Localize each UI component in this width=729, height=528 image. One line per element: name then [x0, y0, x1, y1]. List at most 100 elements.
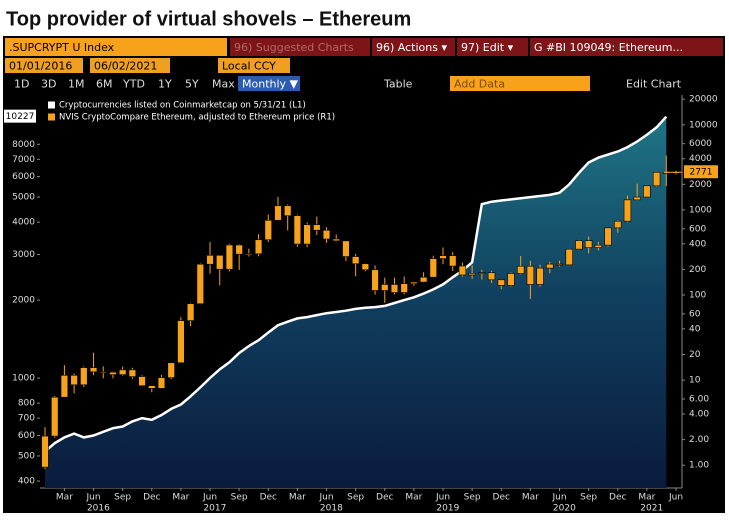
period-button[interactable]: YTD — [122, 78, 145, 91]
start-date[interactable]: 01/01/2016 — [9, 60, 72, 73]
end-date-bg[interactable] — [90, 58, 170, 73]
candle-body — [555, 263, 564, 266]
period-button[interactable]: 3D — [41, 78, 56, 91]
candle-body — [99, 371, 107, 374]
x-tick-label: Mar — [522, 493, 539, 503]
y-tick-label: 400 — [18, 477, 35, 487]
x-tick-label: Dec — [609, 493, 626, 503]
y-tick-label: 3000 — [12, 250, 35, 260]
candle-body — [177, 320, 185, 364]
period-button[interactable]: 5Y — [185, 78, 199, 91]
candle-body — [604, 227, 612, 246]
menu-button-bg[interactable] — [230, 38, 370, 56]
candle-body — [390, 284, 399, 293]
currency[interactable]: Local CCY — [222, 60, 276, 73]
x-tick-label: Mar — [638, 493, 655, 503]
legend-label: Cryptocurrencies listed on Coinmarketcap… — [59, 101, 306, 111]
frequency[interactable]: Monthly ▼ — [242, 78, 299, 91]
y2-tick-label: 400 — [689, 239, 706, 249]
candle-body — [80, 367, 88, 386]
candle-body — [623, 199, 632, 222]
x-tick-label: Sep — [114, 493, 131, 503]
y2-tick-label: 6000 — [689, 139, 712, 149]
candle-body — [342, 240, 350, 257]
x-tick-label: Dec — [376, 493, 393, 503]
period-button[interactable]: 6M — [96, 78, 113, 91]
period-button[interactable]: 1Y — [158, 78, 172, 91]
menu-button[interactable]: G #BI 109049: Ethereum... — [534, 41, 683, 54]
last-value-box — [4, 109, 36, 123]
currency-bg[interactable] — [218, 58, 290, 73]
candle-body — [89, 367, 98, 373]
candle-body — [138, 376, 146, 386]
x-tick-label: Dec — [143, 493, 160, 503]
candle-body — [118, 369, 127, 375]
year-label: 2018 — [320, 504, 343, 514]
edit-chart[interactable]: Edit Chart — [626, 78, 682, 91]
candle-body — [254, 239, 263, 255]
candle-body — [565, 248, 573, 266]
candle-body — [546, 263, 554, 269]
legend-box — [44, 98, 374, 124]
start-date-bg[interactable] — [5, 58, 83, 73]
candle-body — [458, 265, 467, 276]
security-field-bg[interactable] — [5, 38, 227, 56]
x-tick-label: Sep — [231, 493, 248, 503]
y2-tick-label: 4000 — [689, 154, 712, 164]
menu-button[interactable]: 96) Actions ▾ — [376, 41, 447, 54]
menu-button[interactable]: 96) Suggested Charts — [234, 41, 354, 54]
add-data-bg[interactable] — [450, 76, 590, 91]
y-tick-label: 2000 — [12, 296, 35, 306]
candle-body — [516, 265, 525, 274]
add-data[interactable]: Add Data — [454, 78, 505, 91]
candle-body — [439, 255, 447, 259]
x-tick-label: Jun — [86, 493, 101, 503]
x-tick-label: Mar — [289, 493, 306, 503]
security-field[interactable]: .SUPCRYPT U Index — [9, 41, 115, 54]
candle-body — [497, 279, 505, 286]
y-tick-label: 4000 — [12, 218, 35, 228]
table-button[interactable]: Table — [383, 78, 413, 91]
candle-body — [206, 254, 214, 265]
menu-button-bg[interactable] — [372, 38, 455, 56]
frequency-bg[interactable] — [238, 76, 300, 91]
menu-button-bg[interactable] — [530, 38, 723, 56]
end-date[interactable]: 06/02/2021 — [94, 60, 157, 73]
last-price-label: 2771 — [690, 168, 713, 178]
menu-button-bg[interactable] — [457, 38, 528, 56]
candle-body — [594, 244, 603, 248]
menu-button[interactable]: 97) Edit ▾ — [461, 41, 514, 54]
candle-body — [536, 267, 544, 285]
x-tick-label: Jun — [551, 493, 566, 503]
candle-body — [157, 377, 166, 389]
x-tick-label: Mar — [56, 493, 73, 503]
x-tick-label: Jun — [668, 493, 683, 503]
candle-body — [167, 362, 175, 378]
candle-body — [643, 185, 651, 198]
candle-body — [51, 396, 59, 437]
period-button[interactable]: 1D — [14, 78, 29, 91]
candle-body — [245, 253, 253, 256]
y2-tick-label: 10000 — [689, 120, 718, 130]
candle-body — [148, 385, 156, 389]
y2-tick-label: 600 — [689, 224, 706, 234]
candle-body — [507, 273, 515, 286]
period-button[interactable]: 1M — [68, 78, 85, 91]
x-tick-label: Sep — [347, 493, 364, 503]
y2-tick-label: 60 — [689, 309, 701, 319]
candle-body — [235, 244, 243, 255]
x-tick-label: Dec — [260, 493, 277, 503]
candle-body — [186, 303, 195, 321]
x-tick-label: Dec — [493, 493, 510, 503]
period-button[interactable]: Max — [212, 78, 235, 91]
candle-body — [526, 265, 535, 285]
y-tick-label: 6000 — [12, 172, 35, 182]
candle-body — [468, 272, 476, 276]
candle-body — [313, 224, 321, 231]
y2-tick-label: 6.00 — [689, 395, 709, 405]
candle-body — [283, 205, 292, 217]
candle-body — [410, 281, 418, 284]
candle-body — [196, 263, 205, 305]
x-tick-label: Sep — [580, 493, 597, 503]
